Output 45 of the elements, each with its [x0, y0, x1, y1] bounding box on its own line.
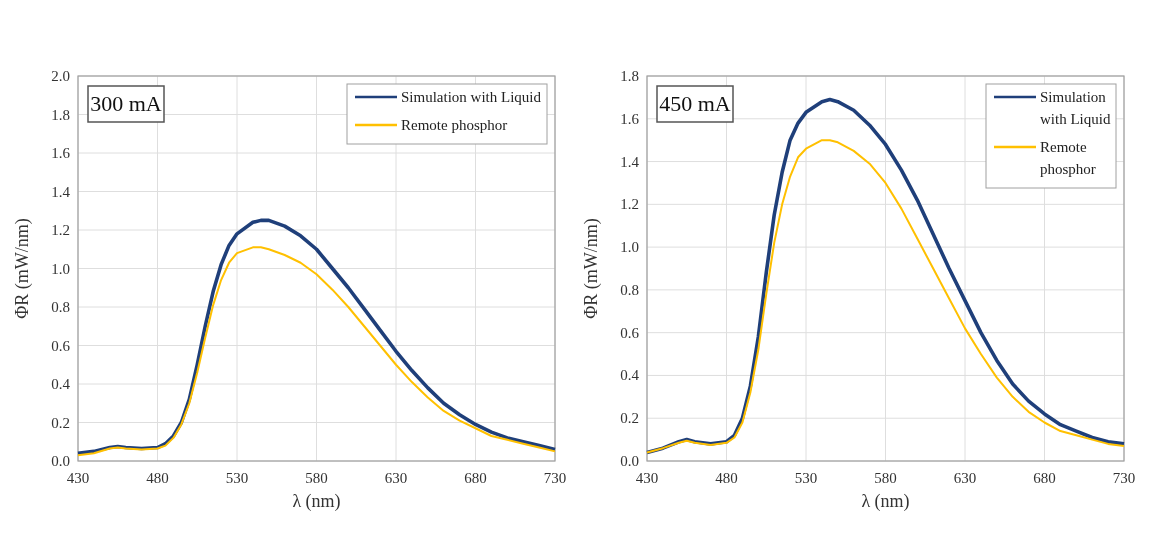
y-tick-label: 1.6: [620, 110, 640, 127]
y-tick-label: 1.4: [620, 153, 640, 170]
y-tick-label: 1.6: [51, 145, 71, 161]
x-tick-label: 630: [953, 470, 977, 486]
y-tick-label: 1.2: [620, 196, 639, 213]
annotation: 450 mA: [659, 91, 731, 116]
x-tick-label: 730: [543, 470, 567, 486]
legend-label: Simulation with Liquid: [401, 89, 542, 105]
x-tick-label: 530: [225, 470, 249, 486]
legend-label: Remote phosphor: [1040, 139, 1096, 177]
y-tick-label: 0.0: [51, 453, 70, 469]
legend-label: Remote phosphor: [401, 117, 508, 133]
y-tick-label: 0.6: [620, 324, 640, 341]
x-tick-label: 430: [635, 470, 659, 486]
y-tick-label: 1.4: [51, 183, 71, 200]
y-tick-label: 0.8: [620, 281, 639, 298]
x-tick-label: 480: [715, 470, 738, 486]
annotation: 300 mA: [90, 91, 162, 116]
y-tick-label: 1.2: [51, 222, 70, 238]
x-tick-label: 680: [464, 470, 487, 486]
y-tick-label: 2.0: [51, 68, 70, 84]
y-tick-label: 0.8: [51, 299, 70, 315]
y-axis-title: ΦR (mW/nm): [12, 218, 33, 319]
legend-label: Simulation with Liquid: [1040, 89, 1111, 127]
y-axis-title: ΦR (mW/nm): [581, 218, 602, 319]
x-axis-title: λ (nm): [292, 491, 341, 512]
x-tick-label: 430: [66, 470, 90, 486]
x-axis-title: λ (nm): [861, 491, 910, 512]
y-tick-label: 1.8: [51, 106, 70, 123]
x-tick-label: 680: [1033, 470, 1056, 486]
x-tick-label: 580: [874, 470, 897, 486]
y-tick-label: 1.0: [620, 239, 639, 256]
x-tick-label: 580: [305, 470, 328, 486]
y-tick-label: 0.0: [620, 453, 639, 469]
x-tick-label: 480: [146, 470, 169, 486]
y-tick-label: 0.4: [620, 367, 640, 384]
y-tick-label: 0.6: [51, 337, 71, 354]
x-tick-label: 530: [794, 470, 818, 486]
y-tick-label: 1.8: [620, 68, 639, 84]
x-tick-label: 630: [384, 470, 408, 486]
y-tick-label: 1.0: [51, 260, 70, 277]
x-tick-label: 730: [1112, 470, 1136, 486]
y-tick-label: 0.4: [51, 376, 71, 392]
y-tick-label: 0.2: [51, 414, 70, 431]
y-tick-label: 0.2: [620, 410, 639, 427]
